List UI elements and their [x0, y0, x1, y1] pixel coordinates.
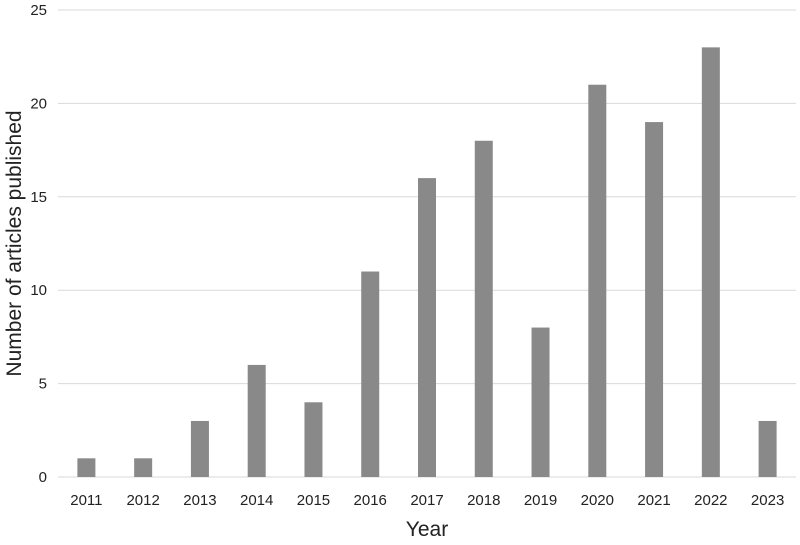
bar-2014 [247, 364, 266, 477]
bar-2018 [474, 140, 493, 477]
x-tick-label: 2021 [637, 492, 670, 509]
x-tick-label: 2018 [467, 492, 500, 509]
y-axis-tick-labels: 0 5 10 15 20 25 [30, 2, 47, 486]
bar-2023 [758, 420, 777, 477]
y-tick-label: 5 [39, 376, 47, 393]
bar-2016 [361, 271, 380, 477]
x-tick-label: 2019 [524, 492, 557, 509]
x-tick-label: 2020 [581, 492, 614, 509]
bar-2021 [645, 122, 664, 477]
bar-2012 [134, 458, 153, 477]
bar-2011 [77, 458, 96, 477]
bars [77, 47, 777, 478]
bar-2017 [418, 178, 436, 477]
x-tick-label: 2016 [354, 492, 387, 509]
y-tick-label: 10 [30, 282, 47, 299]
x-tick-label: 2011 [70, 492, 102, 509]
x-tick-label: 2022 [694, 492, 727, 509]
y-tick-label: 25 [30, 2, 47, 19]
bar-2013 [190, 420, 209, 477]
x-tick-label: 2013 [183, 492, 216, 509]
bar-2022 [701, 47, 720, 478]
y-tick-label: 20 [30, 95, 47, 112]
x-axis-tick-labels: 2011 2012 2013 2014 2015 2016 2017 2018 2019 2020… [70, 492, 784, 509]
y-axis-title: Number of articles published [3, 110, 26, 376]
bar-2015 [304, 402, 323, 477]
x-axis-title: Year [406, 518, 448, 541]
bar-2019 [531, 327, 550, 477]
x-tick-label: 2014 [240, 492, 273, 509]
x-tick-label: 2017 [410, 492, 443, 509]
bar-2020 [588, 84, 607, 477]
x-tick-label: 2023 [751, 492, 784, 509]
x-tick-label: 2012 [126, 492, 159, 509]
y-tick-label: 15 [30, 189, 47, 206]
y-tick-label: 0 [39, 469, 47, 486]
x-tick-label: 2015 [297, 492, 330, 509]
